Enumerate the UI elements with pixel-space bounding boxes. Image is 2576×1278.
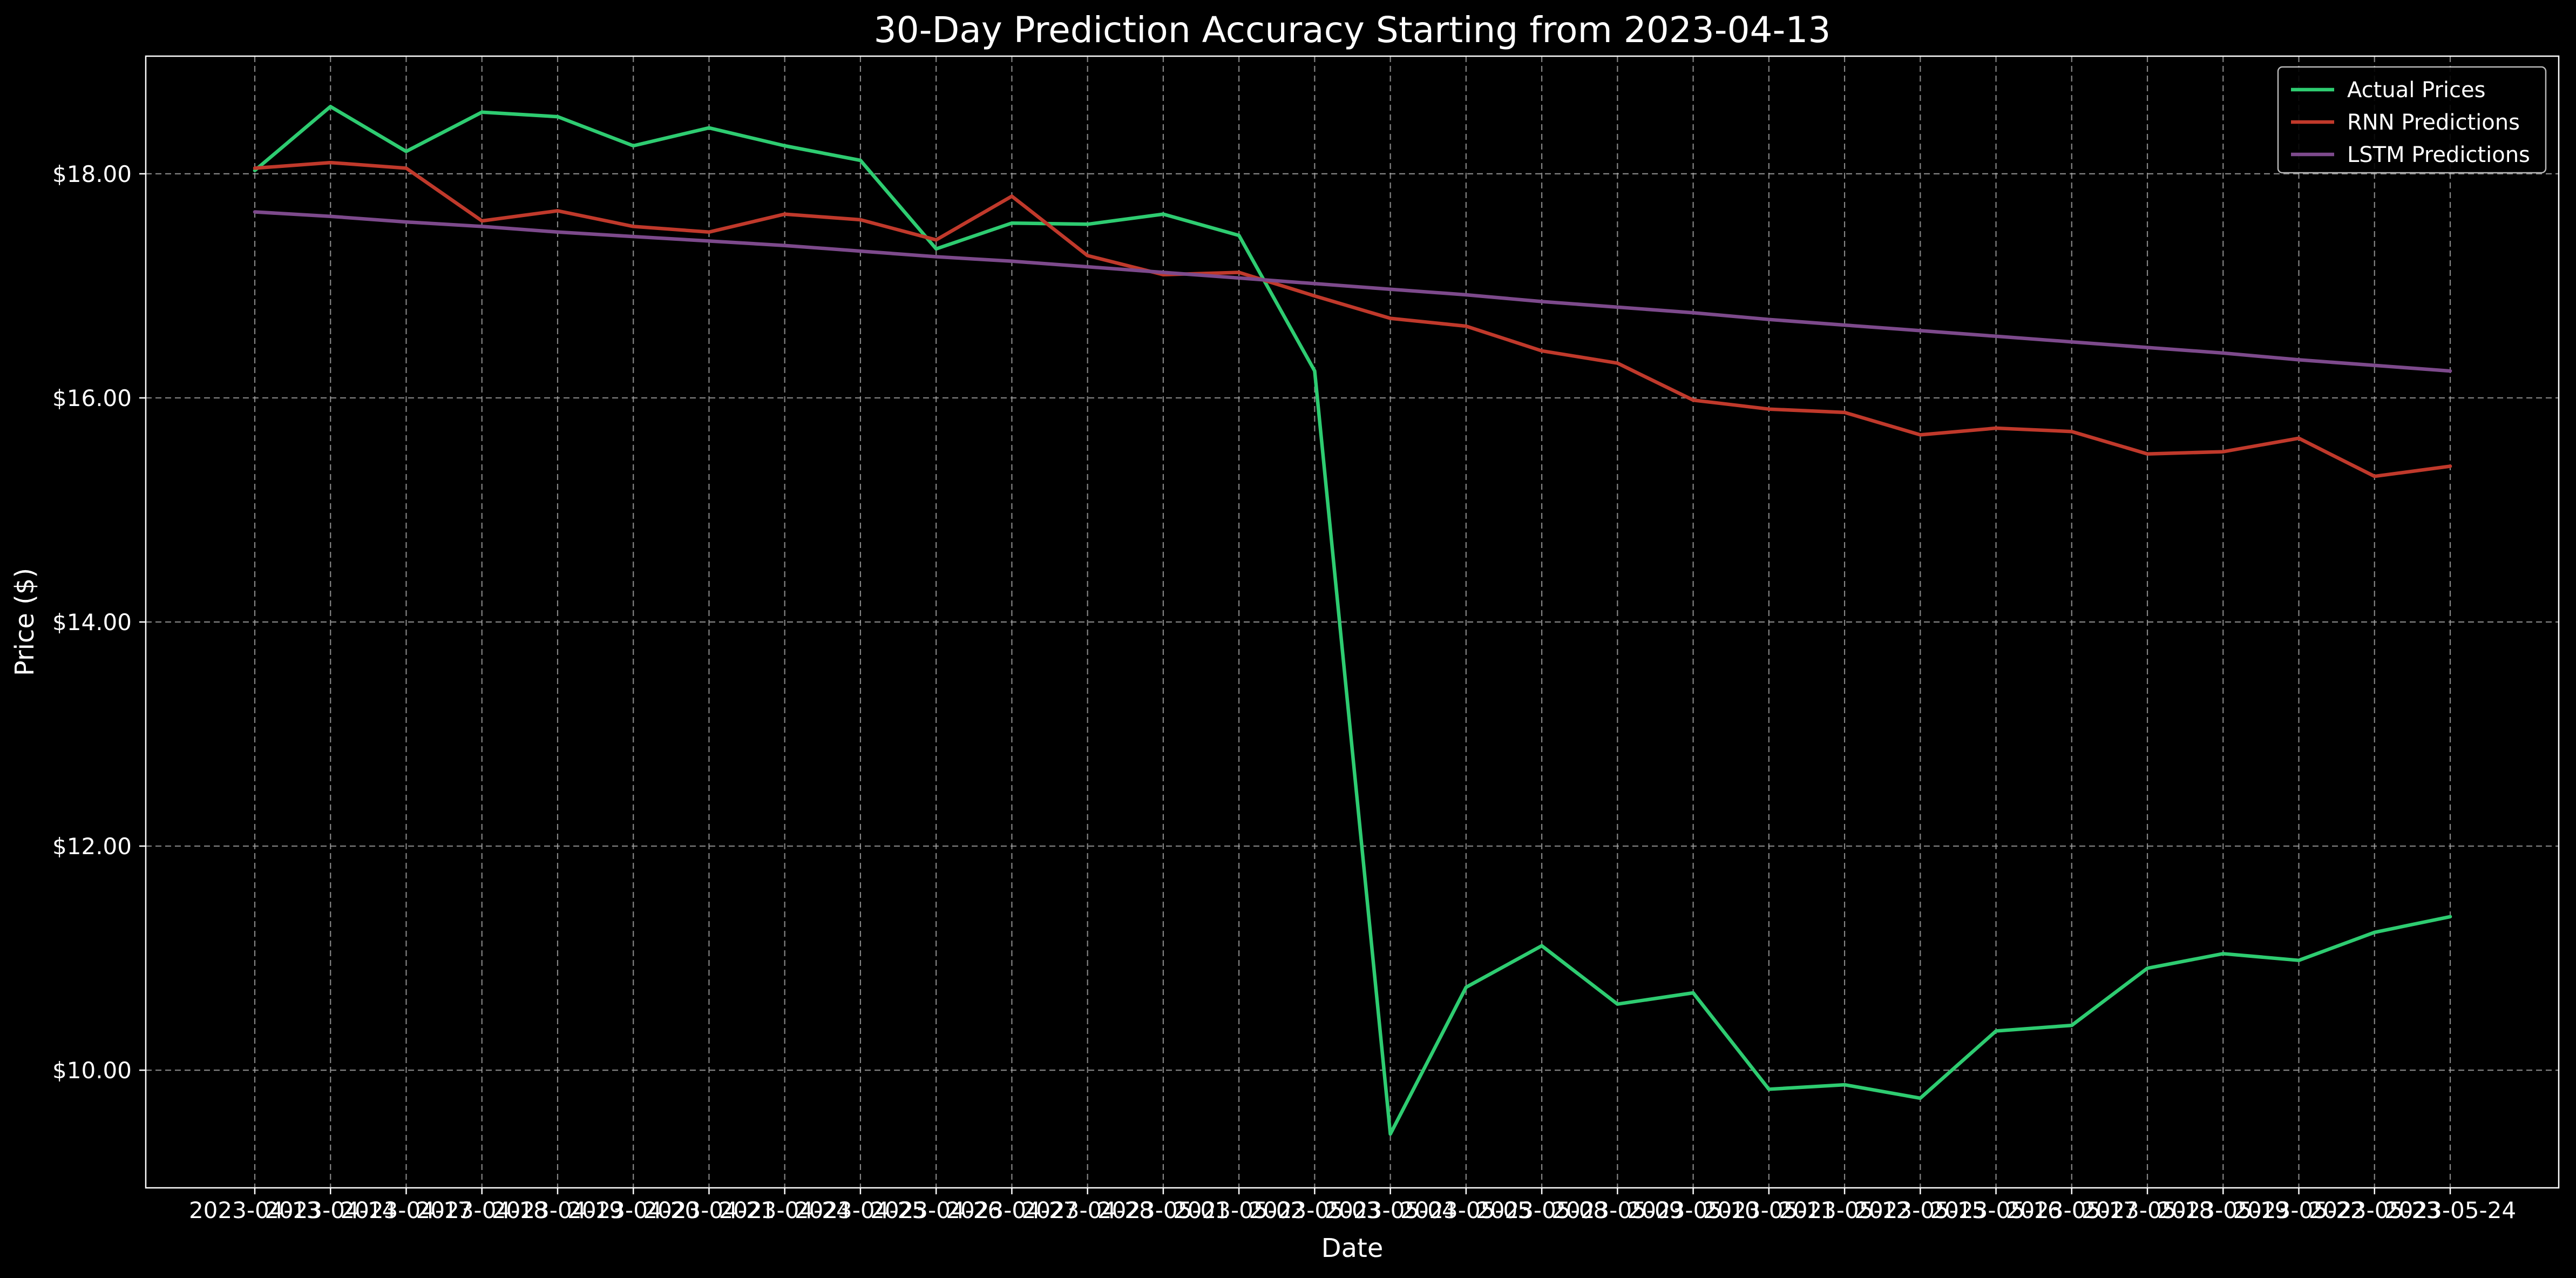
x-tick-label: 2023-05-23 — [2309, 1197, 2441, 1223]
series-line-2 — [253, 160, 2452, 478]
x-tick-label: 2023-04-14 — [265, 1197, 396, 1223]
x-tick-label: 2023-04-18 — [416, 1197, 548, 1223]
legend-box — [2277, 66, 2547, 174]
x-tick-label: 2023-05-19 — [2157, 1197, 2289, 1223]
x-tick-label: 2023-05-22 — [2233, 1197, 2364, 1223]
x-tick-label: 2023-05-04 — [1325, 1197, 1456, 1223]
grid — [146, 56, 2559, 1188]
x-tick-label: 2023-04-20 — [567, 1197, 699, 1223]
x-tick-label: 2023-05-03 — [1249, 1197, 1380, 1223]
x-axis-label: Date — [1321, 1233, 1384, 1263]
x-tick-label: 2023-05-15 — [1854, 1197, 1986, 1223]
x-tick-label: 2023-05-24 — [2384, 1197, 2516, 1223]
x-tick-label: 2023-05-08 — [1476, 1197, 1608, 1223]
legend-entry: Actual Prices — [2347, 78, 2485, 103]
x-tick-label: 2023-05-10 — [1628, 1197, 1759, 1223]
series-line-1 — [253, 105, 2452, 1136]
y-tick-label: $10.00 — [52, 1057, 132, 1084]
y-tick-label: $18.00 — [52, 161, 132, 187]
legend-entry: RNN Predictions — [2347, 110, 2520, 135]
x-tick-label: 2023-04-27 — [946, 1197, 1077, 1223]
x-tick-label: 2023-05-18 — [2082, 1197, 2213, 1223]
y-tick-label: $14.00 — [52, 609, 132, 635]
x-tick-label: 2023-04-21 — [643, 1197, 775, 1223]
x-tick-label: 2023-05-17 — [2006, 1197, 2138, 1223]
x-tick-label: 2023-04-13 — [189, 1197, 321, 1223]
y-tick-label: $12.00 — [52, 833, 132, 860]
x-tick-label: 2023-05-16 — [1930, 1197, 2062, 1223]
series-line-3 — [253, 210, 2452, 373]
x-tick-label: 2023-04-25 — [795, 1197, 926, 1223]
legend-entry: LSTM Predictions — [2347, 143, 2530, 167]
y-axis-label: Price ($) — [10, 568, 40, 676]
x-tick-label: 2023-04-26 — [870, 1197, 1002, 1223]
legend: Actual Prices RNN Predictions LSTM Predict… — [2277, 66, 2547, 174]
chart-title: 30-Day Prediction Accuracy Starting from… — [874, 9, 1831, 51]
x-tick-label: 2023-04-24 — [719, 1197, 851, 1223]
x-tick-label: 2023-05-01 — [1097, 1197, 1229, 1223]
x-tick-label: 2023-05-09 — [1551, 1197, 1683, 1223]
series-lines — [253, 105, 2452, 1136]
x-tick-label: 2023-04-17 — [340, 1197, 472, 1223]
x-tick-label: 2023-05-12 — [1779, 1197, 1910, 1223]
axis-ticks: 2023-04-132023-04-142023-04-172023-04-18… — [52, 161, 2516, 1223]
x-tick-label: 2023-04-28 — [1022, 1197, 1154, 1223]
x-tick-label: 2023-05-05 — [1400, 1197, 1532, 1223]
x-tick-label: 2023-05-11 — [1703, 1197, 1835, 1223]
y-tick-label: $16.00 — [52, 385, 132, 411]
x-tick-label: 2023-04-19 — [492, 1197, 623, 1223]
x-tick-label: 2023-05-02 — [1173, 1197, 1305, 1223]
